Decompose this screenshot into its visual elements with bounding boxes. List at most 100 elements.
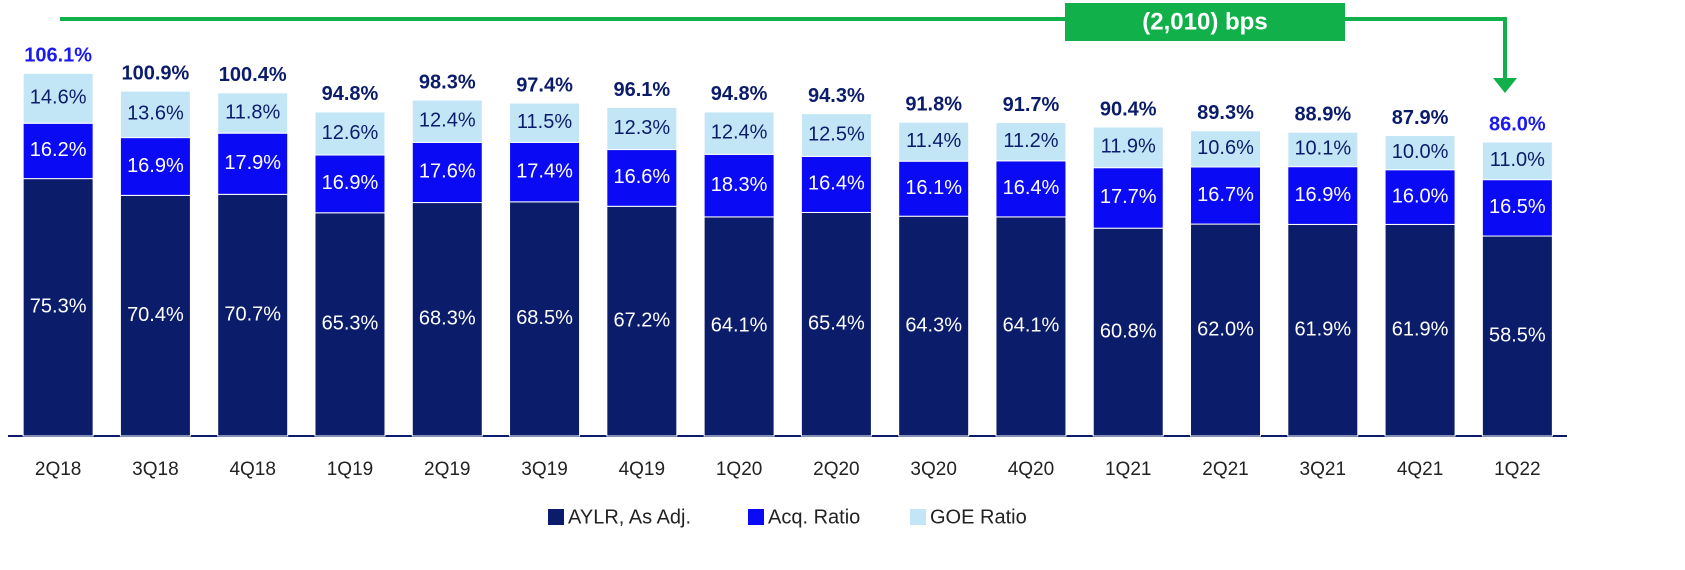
data-label: 10.1%	[1294, 138, 1351, 160]
x-tick-label: 4Q19	[619, 459, 665, 480]
total-label: 100.9%	[122, 62, 190, 84]
bar-segment	[1287, 131, 1359, 168]
data-label: 17.7%	[1100, 186, 1157, 208]
bar-segment	[898, 160, 970, 217]
data-label: 11.4%	[906, 130, 961, 152]
data-label: 13.6%	[127, 103, 184, 125]
bar-segment	[509, 141, 581, 203]
data-label: 62.0%	[1197, 318, 1254, 340]
bar-segment	[800, 155, 872, 213]
data-label: 16.1%	[905, 177, 962, 199]
data-label: 16.9%	[1294, 184, 1351, 206]
bar-segment	[509, 102, 581, 143]
data-label: 12.5%	[808, 123, 865, 145]
total-label: 94.3%	[808, 85, 865, 107]
bar-segment	[703, 216, 775, 437]
data-label: 16.4%	[1003, 177, 1060, 199]
bar-segment	[703, 153, 775, 218]
bar-segment	[1190, 130, 1262, 168]
bar-segment	[217, 92, 289, 134]
data-label: 16.6%	[613, 166, 670, 188]
x-tick-label: 1Q22	[1494, 459, 1540, 480]
bar-segment	[995, 160, 1067, 218]
data-label: 12.3%	[613, 117, 670, 139]
data-label: 60.8%	[1100, 320, 1157, 342]
bar-segment	[1384, 135, 1456, 171]
data-label: 16.9%	[127, 155, 184, 177]
bar-segment	[314, 111, 386, 156]
total-label: 97.4%	[516, 74, 573, 96]
data-label: 17.6%	[419, 161, 476, 183]
data-label: 11.8%	[225, 101, 280, 123]
bar-segment	[995, 216, 1067, 437]
bar-segment	[217, 193, 289, 437]
total-label: 91.8%	[905, 93, 962, 115]
legend-swatch	[910, 509, 926, 525]
data-label: 61.9%	[1294, 318, 1351, 340]
data-label: 16.7%	[1197, 184, 1254, 206]
x-tick-label: 1Q19	[327, 459, 373, 480]
total-label: 87.9%	[1392, 107, 1449, 129]
legend-swatch	[548, 509, 564, 525]
x-tick-label: 4Q18	[229, 459, 275, 480]
data-label: 17.9%	[224, 152, 281, 174]
data-label: 58.5%	[1489, 324, 1546, 346]
x-tick-label: 2Q21	[1202, 459, 1248, 480]
data-label: 12.4%	[711, 121, 768, 143]
annotation-box	[1065, 3, 1345, 41]
x-tick-label: 4Q20	[1008, 459, 1054, 480]
legend-swatch	[748, 509, 764, 525]
bar-segment	[606, 149, 678, 207]
bar-segment	[411, 141, 483, 204]
total-label: 90.4%	[1100, 98, 1157, 120]
data-label: 64.1%	[1003, 315, 1060, 337]
data-label: 64.3%	[905, 314, 962, 336]
data-label: 16.0%	[1392, 185, 1449, 207]
x-tick-label: 1Q20	[716, 459, 762, 480]
bar-segment	[411, 202, 483, 437]
legend-label: Acq. Ratio	[768, 506, 860, 528]
total-label: 86.0%	[1489, 113, 1546, 135]
total-label: 88.9%	[1294, 103, 1351, 125]
bar-segment	[800, 113, 872, 157]
data-label: 68.3%	[419, 308, 476, 330]
data-label: 65.3%	[322, 313, 379, 335]
total-label: 98.3%	[419, 71, 476, 93]
total-label: 96.1%	[613, 79, 670, 101]
bar-segment	[606, 107, 678, 151]
x-tick-label: 2Q19	[424, 459, 470, 480]
bar-segment	[1092, 167, 1164, 229]
data-label: 61.9%	[1392, 318, 1449, 340]
bar-segment	[509, 201, 581, 437]
data-label: 67.2%	[613, 309, 670, 331]
total-label: 94.8%	[322, 83, 379, 105]
data-label: 10.0%	[1392, 141, 1449, 163]
data-label: 70.4%	[127, 304, 184, 326]
total-label: 91.7%	[1003, 94, 1060, 116]
data-label: 12.6%	[322, 122, 379, 144]
total-label: 106.1%	[24, 45, 92, 67]
data-label: 12.4%	[419, 109, 476, 131]
x-tick-label: 2Q18	[35, 459, 81, 480]
x-tick-label: 4Q21	[1397, 459, 1443, 480]
bar-segment	[1481, 235, 1553, 437]
bar-segment	[217, 132, 289, 195]
legend-label: GOE Ratio	[930, 506, 1027, 528]
x-tick-label: 1Q21	[1105, 459, 1151, 480]
x-tick-label: 3Q18	[132, 459, 178, 480]
data-label: 70.7%	[224, 303, 281, 325]
x-tick-label: 3Q21	[1300, 459, 1346, 480]
data-label: 65.4%	[808, 313, 865, 335]
bar-segment	[22, 72, 94, 124]
data-label: 75.3%	[30, 296, 87, 318]
total-label: 100.4%	[219, 64, 287, 86]
annotation-arrow	[1493, 78, 1517, 93]
bar-segment	[703, 111, 775, 155]
bar-segment	[1384, 223, 1456, 437]
bar-segment	[22, 178, 94, 437]
data-label: 11.2%	[1003, 130, 1058, 152]
bar-segment	[1092, 227, 1164, 437]
data-label: 16.9%	[322, 172, 379, 194]
bar-segment	[22, 122, 94, 180]
